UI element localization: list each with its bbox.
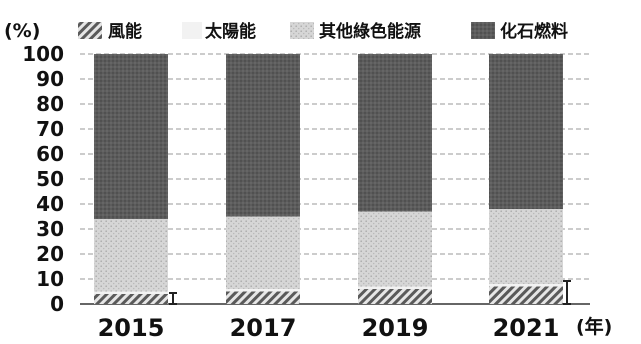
x-tick-label-2017: 2017 [230, 314, 297, 342]
y-tick-label-0: 0 [50, 292, 64, 316]
error-marker-2021 [563, 280, 571, 305]
y-tick-label-80: 80 [36, 92, 64, 116]
bar-2019-solar [358, 286, 432, 289]
y-tick-label-40: 40 [36, 192, 64, 216]
bars [94, 54, 563, 304]
bar-2015-solar [94, 291, 168, 294]
y-tick-label-30: 30 [36, 217, 64, 241]
bar-2015-wind [94, 294, 168, 304]
legend-swatch-wind [78, 22, 102, 39]
bar-2021-other-green [489, 209, 563, 284]
y-tick-label-50: 50 [36, 167, 64, 191]
y-tick-label-70: 70 [36, 117, 64, 141]
bar-2017-solar [226, 289, 300, 292]
bar-2019-wind [358, 289, 432, 304]
legend-item-fossil: 化石燃料 [471, 21, 568, 42]
legend-label-other-green: 其他綠色能源 [319, 21, 421, 42]
bar-2017-wind [226, 291, 300, 304]
legend-label-wind: 風能 [108, 21, 142, 42]
legend: 風能 太陽能 其他綠色能源 化石燃料 [78, 21, 568, 42]
y-unit-label: (%) [4, 20, 40, 42]
bar-2021-wind [489, 286, 563, 304]
y-tick-label-100: 100 [22, 42, 64, 66]
legend-swatch-solar [182, 22, 202, 39]
legend-label-solar: 太陽能 [205, 21, 256, 42]
bar-2015-other-green [94, 219, 168, 292]
x-tick-label-2021: 2021 [493, 314, 560, 342]
bar-2017-other-green [226, 216, 300, 289]
legend-item-other-green: 其他綠色能源 [290, 21, 421, 42]
legend-item-wind: 風能 [78, 21, 142, 42]
y-tick-label-10: 10 [36, 267, 64, 291]
bar-2021-fossil [489, 54, 563, 209]
bar-2021-solar [489, 284, 563, 287]
error-marker-2015 [169, 292, 177, 305]
legend-item-solar: 太陽能 [182, 21, 256, 42]
bar-2019-other-green [358, 211, 432, 287]
x-unit-label: (年) [576, 315, 612, 338]
legend-swatch-other-green [290, 22, 314, 39]
y-tick-label-20: 20 [36, 242, 64, 266]
bar-2015-fossil [94, 54, 168, 219]
x-tick-label-2015: 2015 [98, 314, 165, 342]
legend-label-fossil: 化石燃料 [500, 21, 568, 42]
legend-swatch-fossil [471, 22, 495, 39]
error-markers [169, 280, 571, 305]
bar-2017-fossil [226, 54, 300, 217]
y-tick-label-60: 60 [36, 142, 64, 166]
x-tick-label-2019: 2019 [362, 314, 429, 342]
x-axis-labels: 2015 2017 2019 2021 [98, 314, 560, 342]
bar-2019-fossil [358, 54, 432, 212]
y-tick-label-90: 90 [36, 67, 64, 91]
